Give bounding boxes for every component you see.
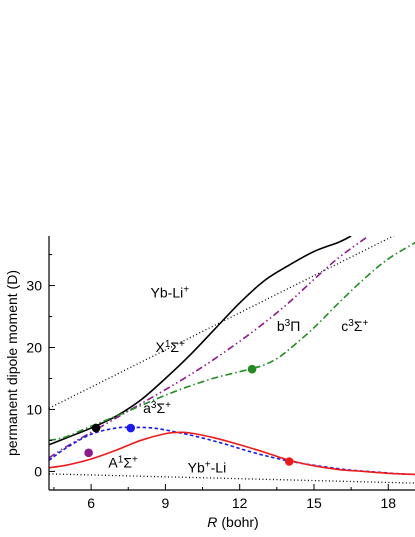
series-line-a1 xyxy=(49,431,415,476)
marker-c3 xyxy=(247,364,257,374)
series-layer xyxy=(49,236,415,484)
curve-label-1: Yb-Li+ xyxy=(151,284,190,301)
x-tick-label: 18 xyxy=(380,495,396,511)
y-tick-label: 20 xyxy=(26,340,42,356)
series-line-yb-li xyxy=(49,473,415,484)
x-tick-label: 15 xyxy=(306,495,322,511)
curve-label-4: c3Σ+ xyxy=(341,317,368,334)
x-tick-label: 9 xyxy=(161,495,169,511)
series-line-x1 xyxy=(49,236,352,446)
y-axis-title: permanent dipole moment (D) xyxy=(4,270,20,456)
curve-label-3: b3Π xyxy=(277,317,300,334)
x-axis-title: R (bohr) xyxy=(207,514,258,530)
marker-b3 xyxy=(84,448,93,458)
marker-layer xyxy=(84,364,294,466)
series-line-c3 xyxy=(49,241,415,442)
curve-label-5: a3Σ+ xyxy=(143,400,171,417)
x-axis-title-unit: (bohr) xyxy=(221,514,258,530)
marker-a3 xyxy=(126,423,136,433)
y-tick-label: 0 xyxy=(34,463,42,479)
series-line-yb-li xyxy=(49,236,395,409)
marker-x1 xyxy=(91,423,101,433)
y-tick-layer: 0 10 20 30 xyxy=(26,254,55,479)
y-tick-label: 10 xyxy=(26,401,42,417)
marker-a1 xyxy=(284,457,294,466)
x-tick-label: 6 xyxy=(87,495,95,511)
annotation-layer: Yb-Li+ X1Σ+ b3Π c3Σ+ a3Σ+ A1Σ+ Yb+-Li xyxy=(108,284,368,476)
y-tick-label: 30 xyxy=(26,278,42,294)
curve-label-2: X1Σ+ xyxy=(155,338,185,355)
x-axis-title-symbol: R xyxy=(207,514,217,530)
x-tick-layer: 6 9 12 15 18 xyxy=(53,484,396,511)
curve-label-6: A1Σ+ xyxy=(108,454,138,471)
curve-label-7: Yb+-Li xyxy=(188,459,227,476)
series-line-a3 xyxy=(49,426,415,476)
x-tick-label: 12 xyxy=(232,495,248,511)
